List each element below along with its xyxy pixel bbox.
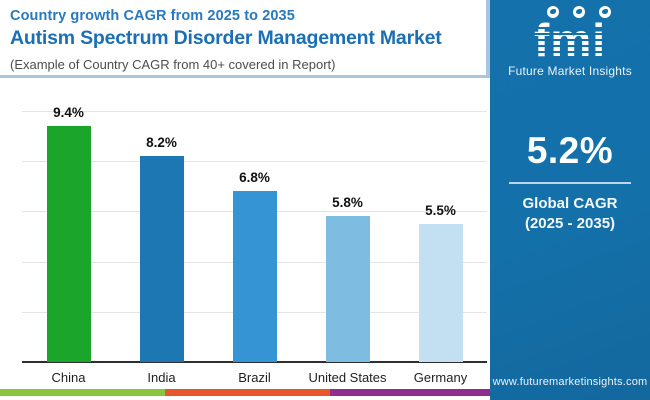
page-title: Autism Spectrum Disorder Management Mark… — [10, 27, 442, 49]
global-cagr-label: Global CAGR (2025 - 2035) — [490, 194, 650, 235]
value-label-china: 9.4% — [53, 105, 84, 121]
sidebar: fmi Future Market Insights 5.2% Global C… — [490, 0, 650, 400]
bar-china — [46, 126, 91, 362]
global-cagr-value: 5.2% — [526, 130, 614, 171]
fmi-logo: fmi Future Market Insights — [490, 6, 650, 78]
bar-united-states — [325, 216, 370, 362]
bar-germany — [418, 223, 463, 362]
global-cagr-block: 5.2% Global CAGR (2025 - 2035) — [490, 130, 650, 235]
logo-tagline: Future Market Insights — [508, 64, 632, 78]
stripe-segment-1 — [0, 389, 165, 396]
sidebar-accent-line — [486, 0, 490, 78]
global-cagr-label-line1: Global CAGR — [522, 195, 618, 212]
value-label-germany: 5.5% — [425, 202, 456, 218]
stat-divider — [509, 182, 631, 184]
header-note: (Example of Country CAGR from 40+ covere… — [10, 57, 336, 72]
value-label-united-states: 5.8% — [332, 195, 363, 211]
header-divider — [0, 75, 490, 78]
north-america-map-icon — [547, 6, 559, 18]
bar-brazil — [232, 191, 277, 362]
plot-area: 9.4% China 8.2% India 6.8% Brazil 5.8% United S… — [22, 105, 487, 385]
globe-icon — [599, 6, 611, 18]
header: Country growth CAGR from 2025 to 2035 Au… — [10, 8, 488, 72]
footer-stripe — [0, 389, 490, 396]
south-america-map-icon — [573, 6, 585, 18]
stripe-segment-3 — [330, 389, 490, 396]
header-kicker: Country growth CAGR from 2025 to 2035 — [10, 8, 295, 24]
value-label-brazil: 6.8% — [239, 170, 270, 186]
logo-text-wrap: fmi — [534, 17, 606, 63]
gridline-10pct — [22, 111, 487, 112]
axis-label-germany: Germany — [413, 370, 468, 385]
global-cagr-label-line2: (2025 - 2035) — [524, 215, 616, 233]
gridline-8pct — [22, 161, 487, 163]
chart-section: Country growth CAGR from 2025 to 2035 Au… — [0, 8, 490, 396]
website-link[interactable]: www.futuremarketinsights.com — [492, 376, 648, 388]
axis-label-united-states: United States — [308, 370, 387, 385]
axis-label-china: China — [51, 370, 86, 385]
stripe-segment-2 — [165, 389, 330, 396]
axis-label-india: India — [147, 370, 176, 385]
fmi-logo-text: fmi — [534, 14, 606, 66]
x-axis-line — [22, 361, 487, 363]
axis-label-brazil: Brazil — [238, 370, 271, 385]
value-label-india: 8.2% — [146, 135, 177, 151]
bar-india — [139, 156, 184, 362]
logo-icons-row — [508, 6, 650, 19]
